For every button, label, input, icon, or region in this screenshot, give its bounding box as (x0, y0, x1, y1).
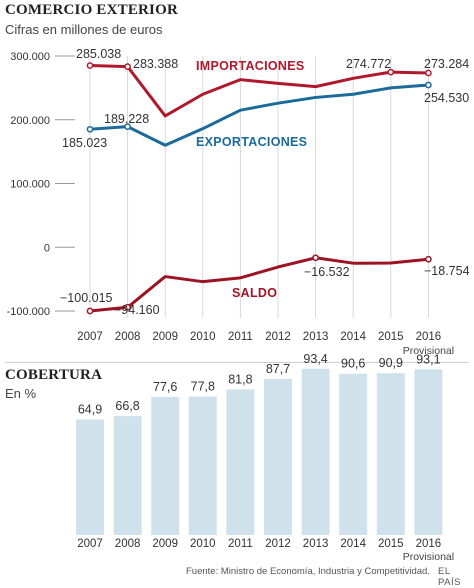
coverage-bar (188, 396, 217, 535)
data-label: 283.388 (133, 57, 178, 71)
line-chart-title: COMERCIO EXTERIOR (5, 2, 178, 18)
data-label: 189.228 (104, 112, 149, 126)
brand-logo: EL PAÍS (438, 566, 461, 588)
bar-value-label: 81,8 (228, 372, 252, 386)
coverage-bar (339, 373, 368, 535)
data-label: 254.530 (424, 91, 469, 105)
x-tick-label: 2015 (378, 331, 404, 343)
series-name-label: IMPORTACIONES (196, 59, 305, 73)
bar-value-label: 90,6 (341, 357, 365, 371)
x-tick-label: 2014 (340, 331, 366, 343)
y-tick-label: 0 (44, 242, 50, 254)
x-tick-label: 2008 (115, 331, 141, 343)
x-tick-label: 2011 (228, 331, 253, 343)
coverage-bar (151, 396, 180, 535)
data-point-marker (86, 125, 94, 133)
data-point-marker (124, 63, 131, 70)
y-tick-label: -100.000 (7, 306, 50, 318)
data-point-marker (425, 255, 432, 263)
data-point-marker (124, 123, 131, 130)
data-point-marker (86, 307, 94, 315)
x-tick-label: 2009 (152, 538, 178, 550)
coverage-bar (113, 416, 142, 535)
x-tick-label: 2016 (416, 538, 442, 550)
bar-value-label: 64,9 (78, 402, 102, 416)
data-point-marker (124, 303, 131, 311)
provisional-note: Provisional (403, 345, 454, 357)
x-tick-label: 2010 (190, 538, 216, 550)
x-tick-label: 2012 (265, 331, 291, 343)
x-tick-label: 2015 (378, 538, 404, 550)
x-tick-label: 2012 (265, 538, 291, 550)
data-label: −16.532 (304, 265, 350, 279)
x-tick-label: 2009 (152, 331, 178, 343)
x-tick-label: 2008 (115, 538, 141, 550)
data-label: 285.038 (76, 47, 121, 61)
x-tick-label: 2007 (77, 331, 103, 343)
series-line-importaciones (89, 64, 429, 118)
data-label: 274.772 (346, 57, 391, 71)
series-line-exportaciones (89, 83, 429, 147)
x-tick-label: 2014 (340, 538, 366, 550)
coverage-bar (226, 389, 255, 535)
coverage-bar (301, 368, 330, 535)
source-note: Fuente: Ministro de Economía, Industria … (186, 566, 430, 577)
trade-line-chart: 300.000 200.000 100.000 0 -100.000 285.038 283… (7, 47, 470, 357)
section-divider (5, 362, 469, 363)
data-point-marker (86, 62, 94, 69)
bar-chart-subtitle: En % (5, 386, 37, 401)
x-tick-label: 2011 (228, 538, 253, 550)
coverage-bar (376, 373, 405, 535)
coverage-bar (76, 419, 104, 535)
data-point-marker (425, 81, 432, 89)
bar-value-label: 77,8 (191, 380, 215, 394)
series-line-saldo (89, 256, 429, 313)
coverage-bar-chart: 64,9 2007 66,8 2008 77,6 2009 77,8 2010 81,8 2011… (76, 352, 454, 563)
bar-value-label: 90,9 (379, 356, 403, 370)
y-tick-label: 300.000 (10, 51, 50, 63)
x-tick-label: 2007 (77, 538, 103, 550)
data-point-marker (312, 254, 319, 262)
bar-value-label: 87,7 (266, 362, 290, 376)
coverage-bar (264, 378, 292, 535)
data-label: −94.160 (114, 303, 160, 317)
x-tick-label: 2013 (303, 538, 329, 550)
data-label: 273.284 (424, 57, 469, 71)
line-chart-subtitle: Cifras en millones de euros (5, 22, 163, 37)
y-tick-label: 100.000 (10, 179, 50, 191)
data-label: −18.754 (424, 264, 470, 278)
bar-value-label: 93,4 (303, 352, 327, 366)
bar-value-label: 77,6 (153, 380, 177, 394)
provisional-note: Provisional (403, 551, 454, 563)
bar-chart-title: COBERTURA (5, 367, 103, 383)
x-tick-label: 2016 (416, 331, 442, 343)
coverage-bar (414, 369, 443, 535)
series-name-label: SALDO (232, 286, 277, 300)
data-point-marker (387, 68, 395, 76)
bar-value-label: 93,1 (416, 352, 440, 366)
data-label: 185.023 (62, 136, 107, 150)
x-tick-label: 2010 (190, 331, 216, 343)
data-point-marker (425, 69, 432, 77)
bar-value-label: 66,8 (115, 399, 139, 413)
data-label: −100.015 (60, 291, 113, 305)
series-name-label: EXPORTACIONES (196, 135, 307, 149)
y-tick-label: 200.000 (10, 115, 50, 127)
x-tick-label: 2013 (303, 331, 329, 343)
